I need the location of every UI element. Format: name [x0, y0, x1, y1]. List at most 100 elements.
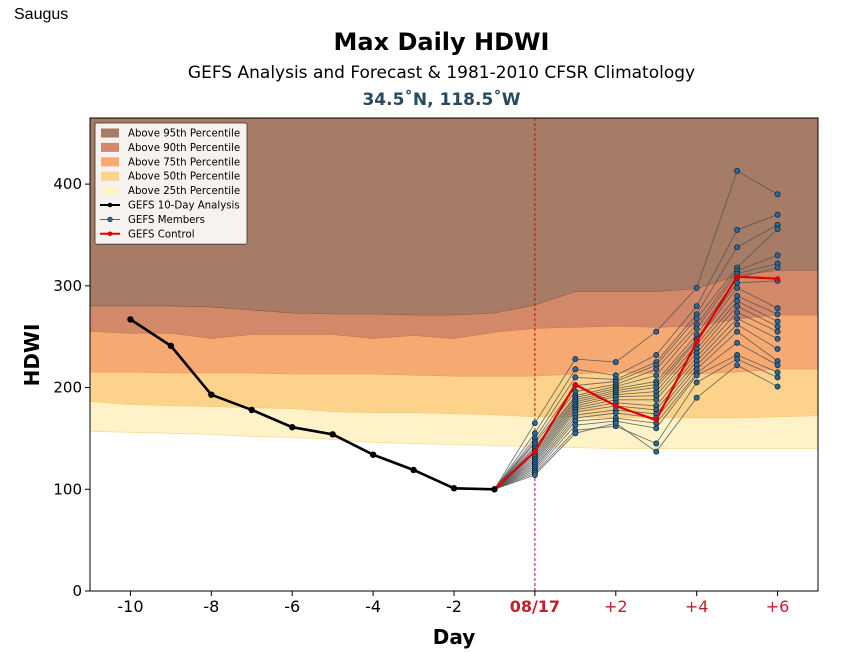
legend-label: Above 95th Percentile: [128, 129, 240, 140]
member-point: [734, 321, 741, 328]
x-tick-label: -2: [446, 597, 462, 616]
chart-subtitle: GEFS Analysis and Forecast & 1981-2010 C…: [187, 63, 696, 83]
member-point: [734, 284, 741, 291]
analysis-point: [289, 424, 296, 431]
legend-label: GEFS Control: [128, 229, 195, 240]
member-point: [612, 359, 619, 366]
member-line-16: [494, 331, 778, 490]
legend-label: Above 50th Percentile: [128, 172, 240, 183]
member-point: [693, 325, 700, 332]
y-tick-label: 100: [53, 480, 82, 498]
member-point: [774, 362, 781, 369]
y-tick-label: 300: [53, 277, 82, 295]
control-line: [493, 275, 778, 491]
member-point: [653, 448, 660, 455]
member-point: [774, 328, 781, 335]
member-point: [531, 430, 538, 437]
analysis-point: [450, 485, 458, 492]
member-point: [612, 420, 619, 427]
band-above-95th-percentile: [90, 118, 818, 316]
band-edge-above-25th-percentile: [89, 430, 818, 450]
member-point: [734, 303, 741, 310]
y-tick-label: 0: [72, 582, 82, 600]
member-point: [774, 264, 781, 271]
member-line-1: [494, 170, 778, 490]
legend-marker: [107, 231, 113, 237]
member-point: [693, 372, 700, 379]
x-tick-label: +2: [604, 597, 628, 616]
member-point: [653, 425, 660, 432]
member-point: [774, 191, 781, 198]
member-point: [653, 328, 660, 335]
member-point: [693, 303, 700, 310]
member-point: [774, 323, 781, 330]
x-tick-label: 08/17: [510, 597, 560, 616]
legend-swatch: [101, 157, 119, 167]
control-point: [734, 274, 740, 280]
control-point: [572, 381, 578, 388]
member-point: [734, 356, 741, 363]
control-point: [613, 403, 619, 409]
member-point: [734, 226, 741, 233]
analysis-point: [329, 431, 336, 438]
analysis-point: [248, 406, 255, 414]
y-tick-label: 200: [53, 379, 82, 397]
x-tick-label: +4: [685, 597, 709, 616]
member-line-2: [494, 214, 778, 490]
member-line-14: [494, 317, 778, 490]
x-axis: -10 -8 -6 -4 -2 08/17 +2 +4 +6: [117, 591, 789, 616]
member-point: [734, 328, 741, 335]
chart-coordinates: 34.5˚N, 118.5˚W: [362, 90, 521, 110]
analysis-point: [167, 342, 175, 350]
x-tick-label: -4: [365, 597, 381, 616]
legend-marker: [107, 202, 113, 208]
x-axis-label: Day: [433, 625, 476, 649]
member-point: [693, 284, 700, 291]
member-line-3: [494, 224, 778, 490]
member-point: [734, 244, 741, 251]
member-point: [774, 345, 781, 352]
band-above-50th-percentile: [90, 369, 818, 419]
member-point: [653, 372, 660, 379]
analysis-point: [208, 391, 215, 398]
member-line-17: [494, 342, 778, 490]
member-line-6: [494, 263, 778, 490]
analysis-point: [369, 451, 377, 458]
member-point: [774, 252, 781, 259]
member-point: [774, 305, 781, 312]
member-line-9: [494, 287, 778, 490]
band-above-75th-percentile: [90, 315, 818, 377]
member-point: [572, 430, 579, 437]
member-point: [572, 366, 579, 373]
legend-label: GEFS 10-Day Analysis: [128, 201, 240, 212]
chart-title: Max Daily HDWI: [333, 28, 550, 56]
member-point: [572, 422, 579, 429]
member-line-13: [494, 311, 778, 490]
member-point: [693, 379, 700, 386]
legend-label: Above 90th Percentile: [128, 143, 240, 154]
legend-swatch: [101, 171, 119, 181]
y-tick-label: 400: [53, 175, 82, 193]
member-line-10: [494, 295, 778, 490]
control-point: [694, 339, 700, 345]
member-line-11: [494, 300, 778, 490]
member-line-19: [494, 358, 778, 490]
control-point: [653, 417, 659, 423]
band-above-90th-percentile: [90, 270, 818, 339]
member-point: [734, 339, 741, 346]
legend-box: [94, 122, 248, 245]
member-line-5: [494, 254, 778, 490]
member-point: [774, 335, 781, 342]
analysis-point: [491, 486, 498, 493]
legend-swatch: [101, 186, 119, 196]
member-point: [693, 315, 700, 322]
member-point: [774, 211, 781, 218]
y-axis: 0 100 200 300 400: [53, 175, 90, 600]
legend-marker: [107, 216, 113, 222]
legend-label: GEFS Members: [128, 215, 205, 226]
member-point: [572, 374, 579, 381]
gefs-analysis: [127, 316, 498, 493]
analysis-line: [129, 318, 495, 491]
analysis-point: [127, 316, 134, 323]
